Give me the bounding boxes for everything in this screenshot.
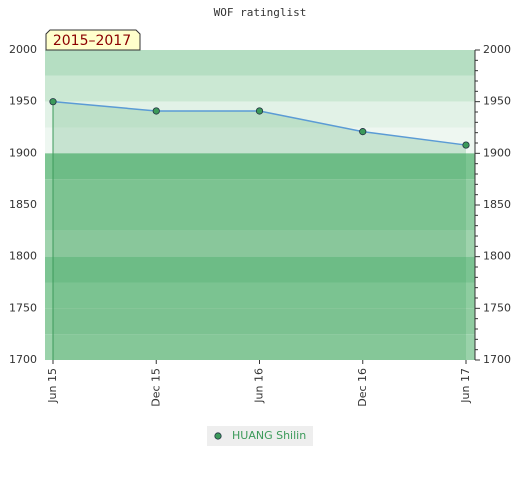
- x-tick-label: Jun 16: [253, 368, 266, 404]
- y-tick-label: 1800: [9, 250, 37, 263]
- x-tick-label: Jun 15: [46, 368, 59, 404]
- chart-title: WOF ratinglist: [214, 6, 307, 19]
- annotation: 2015–2017: [53, 33, 131, 49]
- annotation-box: [45, 29, 141, 51]
- band: [45, 205, 475, 231]
- band: [45, 308, 475, 335]
- y-tick-label: 1900: [9, 146, 37, 159]
- x-tick-label: Jun 17: [459, 368, 472, 404]
- point: [255, 107, 264, 115]
- x-tick-label: Dec 15: [149, 368, 162, 407]
- y2-tick-label: 1800: [483, 250, 511, 263]
- area: [53, 101, 466, 361]
- y-tick-label: 1750: [9, 301, 37, 314]
- y-tick-label: 2000: [9, 43, 37, 56]
- y-tick-label: 1850: [9, 198, 37, 211]
- y2-tick-label: 2000: [483, 43, 511, 56]
- band: [45, 50, 475, 76]
- y-tick-label: 1950: [9, 95, 37, 108]
- legend-marker: [214, 432, 222, 440]
- y2-tick-label: 1850: [483, 198, 511, 211]
- point: [49, 98, 57, 106]
- x-tick-label: Dec 16: [356, 368, 369, 407]
- band: [45, 230, 475, 257]
- y-tick-label: 1700: [9, 353, 37, 366]
- y2-tick-label: 1900: [483, 146, 511, 159]
- band: [45, 101, 475, 128]
- point: [359, 128, 367, 136]
- band: [45, 256, 475, 283]
- band: [45, 334, 475, 360]
- y2-tick-label: 1700: [483, 353, 511, 366]
- background-bands: [45, 50, 475, 360]
- point: [152, 107, 160, 115]
- band: [45, 282, 475, 309]
- y2-tick-label: 1950: [483, 95, 511, 108]
- band: [45, 179, 475, 205]
- band: [45, 127, 475, 154]
- legend-label: HUANG Shilin: [232, 429, 306, 442]
- y2-tick-label: 1750: [483, 301, 511, 314]
- band: [45, 153, 475, 180]
- band: [45, 75, 475, 102]
- point: [462, 141, 470, 149]
- legend-box: [207, 426, 313, 446]
